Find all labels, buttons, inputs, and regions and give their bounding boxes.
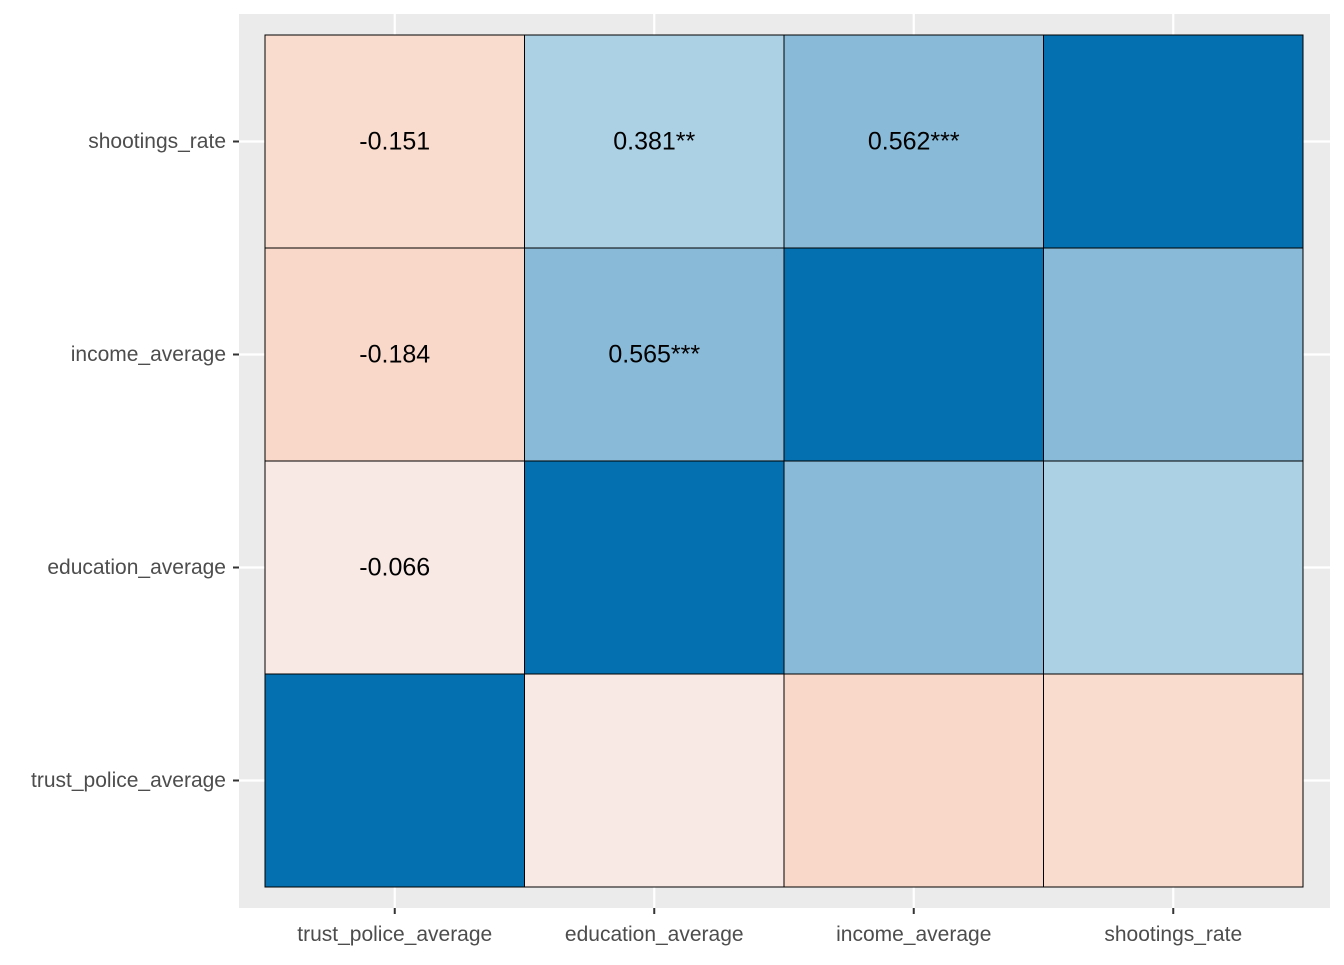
y-axis: trust_police_average education_average inc… xyxy=(31,130,239,792)
heatmap-cell-trust-police-average-trust-police-average xyxy=(264,673,525,888)
x-tick-label-trust-police-average: trust_police_average xyxy=(297,923,492,946)
heatmap-cell-income-average-income-average xyxy=(783,247,1044,462)
y-tick-label-trust-police-average: trust_police_average xyxy=(31,769,226,792)
heatmap-cell-education-average-trust-police-average xyxy=(524,673,785,888)
heatmap-cell-trust-police-average-income-average xyxy=(264,247,525,462)
heatmap-cell-shootings-rate-education-average xyxy=(1043,460,1304,675)
heatmap-cell-shootings-rate-shootings-rate xyxy=(1043,34,1304,249)
heatmap-cell-trust-police-average-shootings-rate xyxy=(264,34,525,249)
y-tick-label-income-average: income_average xyxy=(71,343,226,366)
heatmap-cell-income-average-trust-police-average xyxy=(783,673,1044,888)
x-tick-label-shootings-rate: shootings_rate xyxy=(1104,923,1242,946)
cell-label-trust-police-average-income-average: -0.184 xyxy=(359,341,430,369)
x-tick-label-education-average: education_average xyxy=(565,923,744,946)
y-tick-label-shootings-rate: shootings_rate xyxy=(88,130,226,153)
heatmap-cell-income-average-shootings-rate xyxy=(783,34,1044,249)
cell-label-education-average-income-average: 0.565*** xyxy=(608,341,700,369)
heatmap-cell-education-average-education-average xyxy=(524,460,785,675)
y-tick-label-education-average: education_average xyxy=(47,556,226,579)
heatmap-cell-trust-police-average-education-average xyxy=(264,460,525,675)
x-tick-label-income-average: income_average xyxy=(836,923,991,946)
cell-label-trust-police-average-education-average: -0.066 xyxy=(359,554,430,582)
cell-label-education-average-shootings-rate: 0.381** xyxy=(613,128,695,156)
heatmap-cell-income-average-education-average xyxy=(783,460,1044,675)
cell-label-trust-police-average-shootings-rate: -0.151 xyxy=(359,128,430,156)
cell-layer xyxy=(264,34,1304,888)
cell-label-income-average-shootings-rate: 0.562*** xyxy=(868,128,960,156)
cell-label-layer: -0.151 0.381** 0.562*** -0.184 0.565*** -0.06… xyxy=(359,128,960,582)
heatmap-cell-shootings-rate-income-average xyxy=(1043,247,1304,462)
heatmap-cell-education-average-shootings-rate xyxy=(524,34,785,249)
heatmap-cell-shootings-rate-trust-police-average xyxy=(1043,673,1304,888)
x-axis: trust_police_average education_average inc… xyxy=(297,908,1242,946)
heatmap-cell-education-average-income-average xyxy=(524,247,785,462)
